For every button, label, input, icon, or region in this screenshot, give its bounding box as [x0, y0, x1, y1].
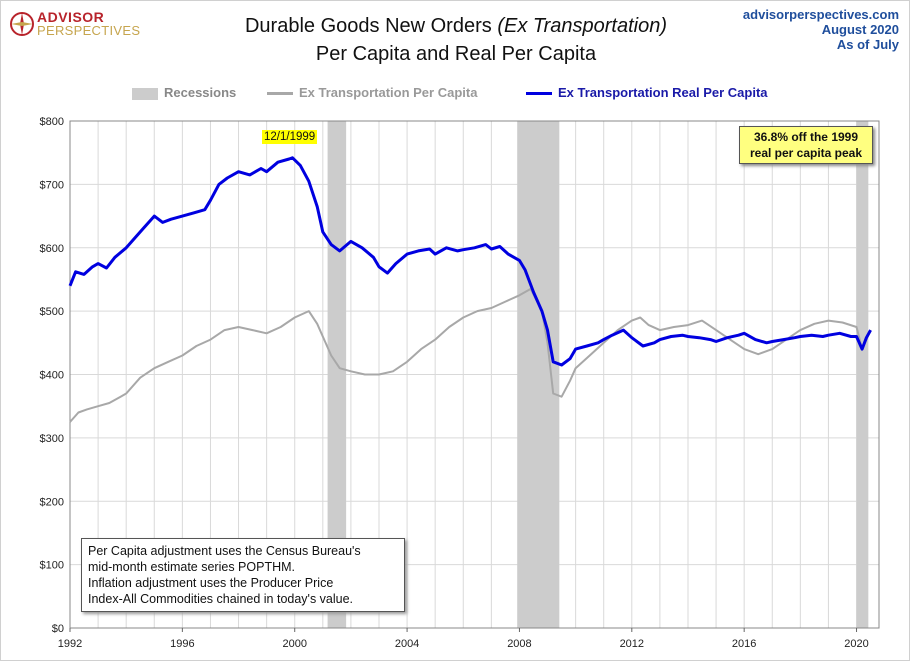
plot-border — [69, 120, 880, 629]
x-tick-label: 2008 — [507, 638, 531, 650]
series-line-per-capita — [69, 287, 872, 423]
y-tick-label: $700 — [40, 179, 64, 191]
note-line-4: Index-All Commodities chained in today's… — [88, 592, 354, 606]
source-asof: As of July — [836, 37, 899, 52]
chart-title-paren: (Ex Transportation) — [497, 15, 668, 37]
source-date: August 2020 — [821, 22, 899, 37]
chart-legend: Recessions Ex Transportation Per Capita … — [1, 85, 910, 103]
legend-label-recessions: Recessions — [164, 85, 237, 100]
legend-label-real: Ex Transportation Real Per Capita — [558, 85, 768, 100]
x-tick-label: 2004 — [395, 638, 419, 650]
advisor-perspectives-logo: ADVISOR PERSPECTIVES — [9, 7, 141, 43]
chart-subtitle: Per Capita and Real Per Capita — [315, 43, 597, 65]
legend-label-nominal: Ex Transportation Per Capita — [299, 85, 478, 100]
x-tick-label: 1996 — [170, 638, 194, 650]
logo-top-text: ADVISOR — [37, 9, 105, 25]
note-line-1: Per Capita adjustment uses the Census Bu… — [88, 544, 361, 558]
peak-date-label: 12/1/1999 — [262, 130, 318, 144]
compass-icon — [10, 12, 34, 36]
chart-title: Durable Goods New Orders (Ex Transportat… — [1, 15, 910, 38]
legend-swatch-nominal — [267, 92, 293, 96]
y-tick-label: $200 — [40, 496, 64, 508]
y-tick-label: $500 — [40, 306, 64, 318]
y-tick-label: $600 — [40, 243, 64, 255]
recession-band — [517, 121, 560, 628]
x-tick-label: 1992 — [58, 638, 82, 650]
series-line-real-per-capita — [68, 156, 872, 367]
x-tick-label: 2020 — [844, 638, 868, 650]
y-tick-label: $800 — [40, 116, 64, 128]
x-tick-label: 2012 — [620, 638, 644, 650]
x-tick-label: 2016 — [732, 638, 756, 650]
y-tick-label: $400 — [40, 370, 64, 382]
legend-item-recessions: Recessions — [132, 85, 236, 100]
legend-item-real: Ex Transportation Real Per Capita — [526, 85, 768, 100]
source-info: advisorperspectives.com August 2020 As o… — [743, 7, 899, 52]
callout-line-1: 36.8% off the 1999 — [753, 130, 859, 144]
source-site: advisorperspectives.com — [742, 7, 899, 22]
logo-bottom-text: PERSPECTIVES — [37, 23, 141, 38]
chart-title-main: Durable Goods New Orders — [244, 15, 492, 37]
x-tick-label: 2000 — [282, 638, 306, 650]
callout-line-2: real per capita peak — [749, 146, 863, 160]
peak-callout: 36.8% off the 1999 real per capita peak — [739, 126, 873, 164]
note-line-2: mid-month estimate series POPTHM. — [88, 560, 295, 574]
note-line-3: Inflation adjustment uses the Producer P… — [88, 576, 334, 590]
legend-swatch-recessions — [132, 87, 158, 100]
recession-band — [856, 121, 869, 628]
legend-item-nominal: Ex Transportation Per Capita — [267, 85, 477, 100]
methodology-note: Per Capita adjustment uses the Census Bu… — [81, 538, 405, 612]
legend-swatch-real — [526, 92, 552, 96]
y-tick-label: $300 — [40, 433, 64, 445]
y-tick-label: $0 — [52, 623, 64, 635]
y-tick-label: $100 — [40, 560, 64, 572]
